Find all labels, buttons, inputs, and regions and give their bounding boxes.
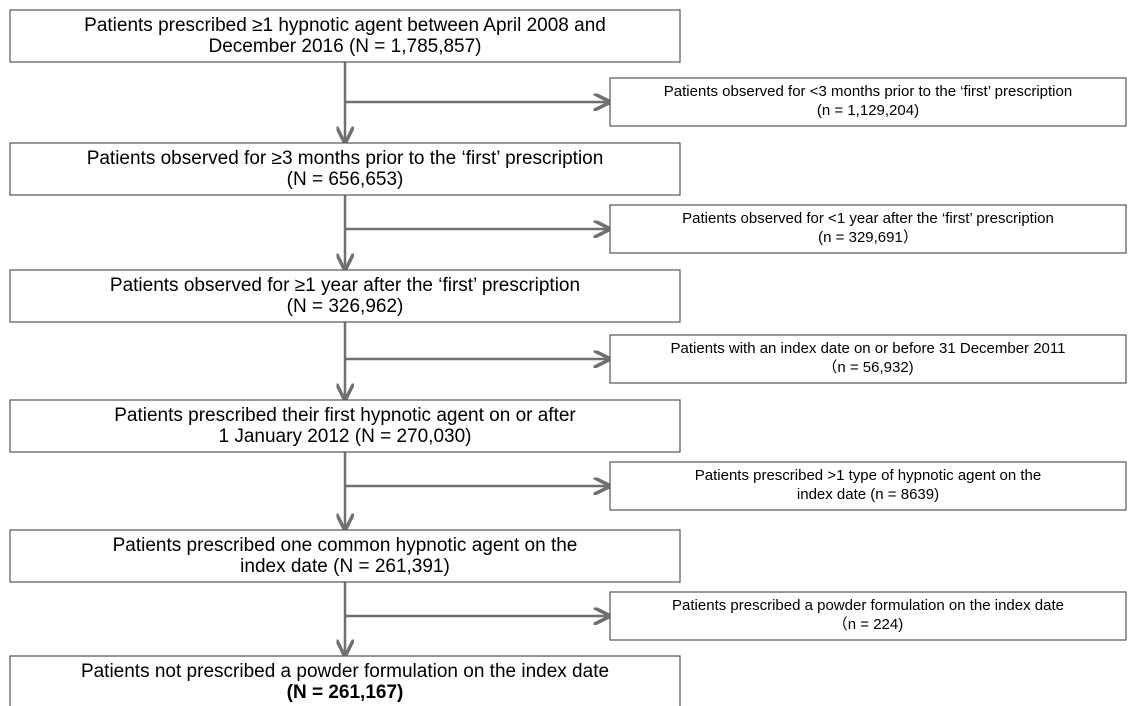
box-text: (n = 1,129,204)	[817, 102, 919, 119]
main-box	[9, 529, 681, 583]
box-text: index date (N = 261,391)	[240, 556, 450, 577]
box-text: (N = 656,653)	[287, 169, 404, 190]
main-box	[9, 399, 681, 453]
box-text: (N = 326,962)	[287, 296, 404, 317]
exclusion-box	[609, 461, 1127, 511]
box-text: index date (n = 8639)	[797, 486, 939, 503]
main-box	[9, 9, 681, 63]
exclusion-box	[609, 591, 1127, 641]
box-text: Patients prescribed one common hypnotic …	[113, 535, 578, 556]
exclusion-box	[609, 77, 1127, 127]
box-text: Patients prescribed >1 type of hypnotic …	[695, 467, 1041, 484]
main-box	[9, 655, 681, 706]
box-text: （n = 224)	[833, 616, 903, 633]
box-text: Patients prescribed ≥1 hypnotic agent be…	[84, 15, 606, 36]
main-box	[9, 269, 681, 323]
box-text: Patients not prescribed a powder formula…	[81, 661, 609, 682]
box-text: Patients observed for ≥1 year after the …	[110, 275, 580, 296]
box-text: Patients observed for <1 year after the …	[682, 210, 1054, 227]
box-text: Patients observed for <3 months prior to…	[664, 83, 1072, 100]
box-text: Patients prescribed a powder formulation…	[672, 597, 1064, 614]
box-text: (n = 329,691）	[818, 229, 918, 246]
box-text: 1 January 2012 (N = 270,030)	[219, 426, 472, 447]
box-text: （n = 56,932)	[822, 359, 913, 376]
exclusion-box	[609, 204, 1127, 254]
box-text: Patients prescribed their first hypnotic…	[114, 405, 576, 426]
box-text: December 2016 (N = 1,785,857)	[208, 36, 481, 57]
box-text: Patients with an index date on or before…	[671, 340, 1066, 357]
main-box	[9, 142, 681, 196]
box-text: (N = 261,167)	[287, 682, 404, 703]
exclusion-box	[609, 334, 1127, 384]
box-text: Patients observed for ≥3 months prior to…	[87, 148, 604, 169]
